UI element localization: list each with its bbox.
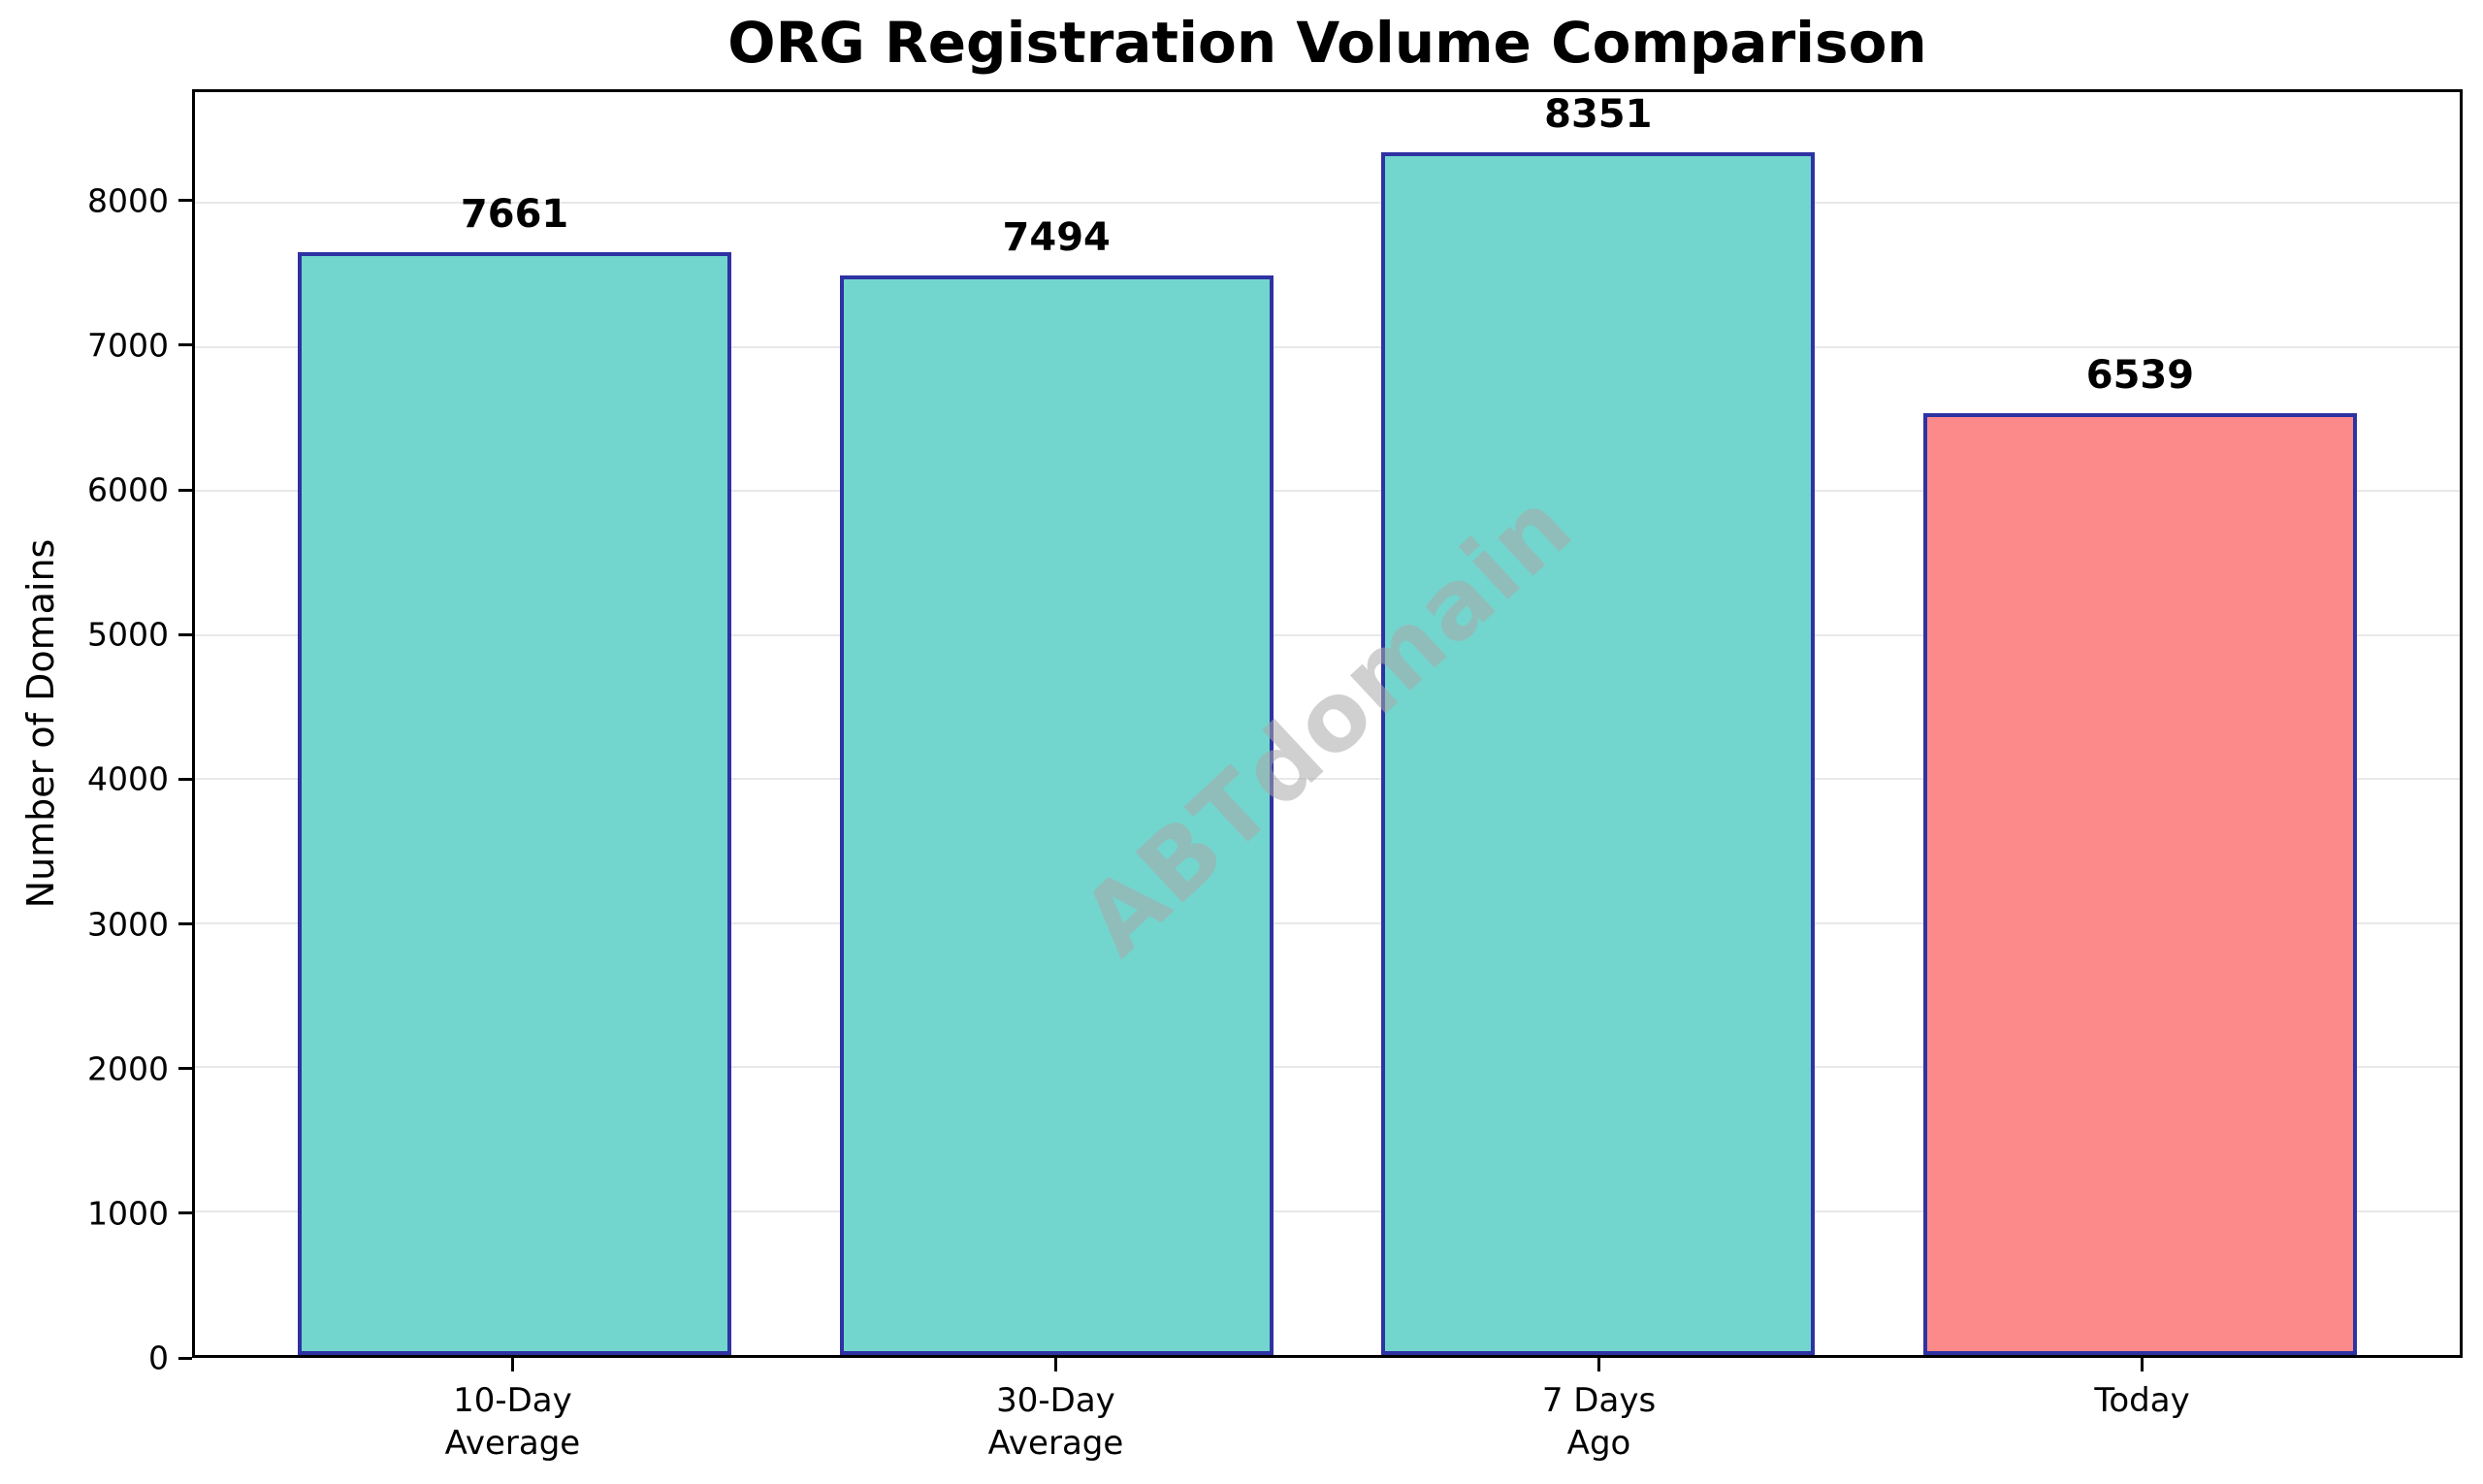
gridline [195,778,2460,781]
plot-area: 7661 7494 8351 6539 ABTdomain [192,89,2463,1358]
gridline [195,1066,2460,1069]
bar-value-label: 8351 [1544,92,1653,138]
x-tick-label: 30-Day Average [988,1379,1124,1465]
x-tick-mark [2141,1358,2144,1371]
bar-value-label: 7494 [1002,215,1111,261]
bar-0 [298,251,731,1355]
y-tick-mark [178,488,192,492]
x-tick-label: 10-Day Average [445,1379,581,1465]
x-tick-label: Today [2094,1379,2189,1422]
x-tick-label-line: 7 Days [1541,1381,1657,1420]
y-tick-mark [178,777,192,781]
x-tick-label-line: 30-Day [996,1381,1115,1420]
y-tick-mark [178,1356,192,1360]
chart-title: ORG Registration Volume Comparison [727,10,1927,76]
x-tick-label-line: 10-Day [453,1381,572,1420]
x-tick-label-line: Ago [1566,1424,1631,1463]
y-tick-label: 6000 [87,470,169,509]
x-tick-label-line: Average [444,1424,581,1463]
y-tick-label: 4000 [87,759,169,798]
bar-value-label: 6539 [2085,353,2195,399]
y-tick-label: 8000 [87,181,169,220]
gridline [195,921,2460,924]
y-tick-mark [178,1067,192,1071]
y-tick-label: 0 [148,1339,169,1377]
y-tick-label: 3000 [87,905,169,943]
x-tick-mark [1597,1358,1601,1371]
x-tick-mark [1053,1358,1057,1371]
y-tick-label: 2000 [87,1049,169,1088]
x-tick-label-line: Average [987,1424,1124,1463]
gridline [195,633,2460,636]
x-tick-label-line: Today [2094,1381,2190,1420]
y-tick-mark [178,199,192,203]
bar-2 [1381,152,1816,1355]
gridline [195,345,2460,348]
bar-1 [839,275,1274,1355]
y-axis-label: Number of Domains [19,538,62,909]
y-tick-mark [178,632,192,636]
y-tick-mark [178,343,192,347]
gridline [195,1210,2460,1212]
y-tick-label: 7000 [87,326,169,365]
gridline [195,202,2460,205]
y-tick-mark [178,922,192,925]
x-tick-mark [510,1358,514,1371]
gridline [195,490,2460,493]
y-tick-label: 1000 [87,1194,169,1233]
x-tick-label: 7 Days Ago [1542,1379,1656,1465]
bar-value-label: 7661 [460,191,569,237]
bar-3 [1922,413,2357,1355]
y-tick-mark [178,1211,192,1215]
y-tick-label: 5000 [87,615,169,654]
